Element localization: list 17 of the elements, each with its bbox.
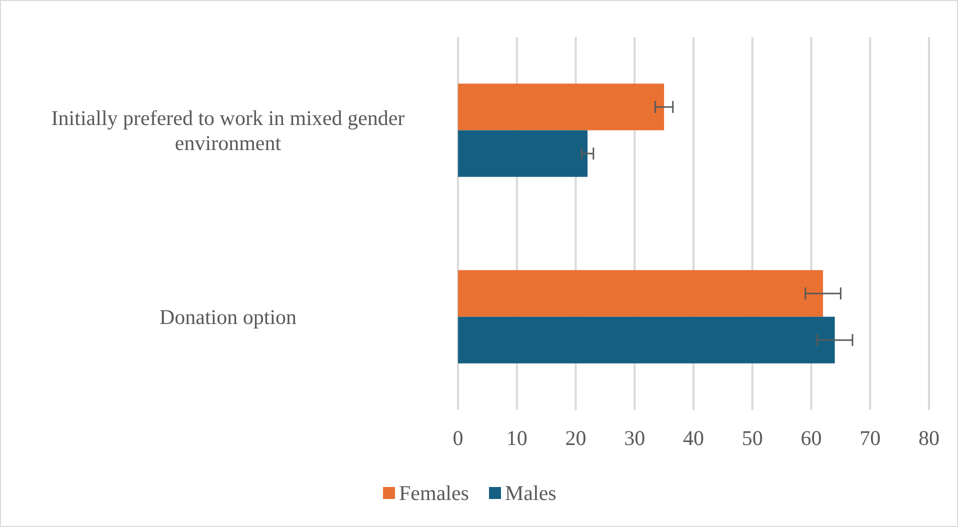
bar (458, 316, 835, 364)
x-tick-label: 30 (624, 426, 646, 450)
x-tick-label: 10 (506, 426, 528, 450)
x-tick-label: 40 (683, 426, 704, 450)
x-tick-label: 70 (860, 426, 881, 450)
x-tick-label: 20 (565, 426, 586, 450)
x-tick-label: 60 (800, 426, 822, 450)
bar (458, 84, 664, 130)
legend-label: Females (399, 481, 469, 505)
bar (458, 130, 588, 177)
y-tick-label: Donation option (159, 304, 298, 329)
x-tick-label: 0 (452, 426, 464, 450)
x-tick-label: 50 (742, 426, 763, 450)
bar (458, 270, 824, 317)
legend-label: Males (505, 481, 556, 505)
x-tick-label: 80 (918, 426, 940, 450)
y-tick-label: Initially prefered to work in mixed gender environment (51, 106, 405, 155)
